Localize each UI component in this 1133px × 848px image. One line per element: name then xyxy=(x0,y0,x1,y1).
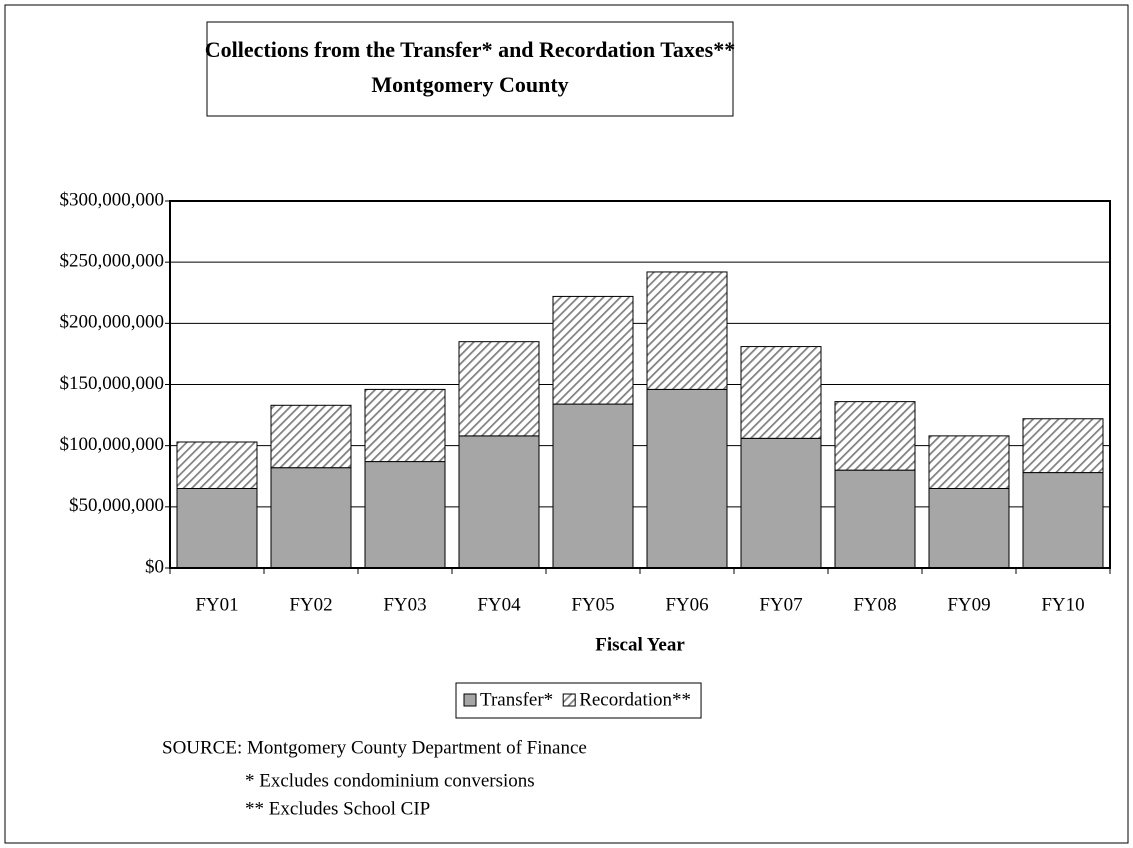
bar-segment xyxy=(176,441,258,489)
y-tick-label: $250,000,000 xyxy=(60,251,165,272)
bar-segment xyxy=(176,487,258,569)
bar-segment xyxy=(270,467,352,569)
source-note: * Excludes condominium conversions xyxy=(245,770,535,791)
bar-segment xyxy=(364,388,446,463)
bar-segment xyxy=(552,403,634,569)
bar-segment xyxy=(270,404,352,469)
x-tick-label: FY05 xyxy=(571,594,614,615)
legend-label: Recordation** xyxy=(579,689,691,710)
title-box xyxy=(206,21,734,117)
bar-segment xyxy=(458,435,540,569)
x-tick-label: FY06 xyxy=(665,594,708,615)
bar-segment xyxy=(1022,418,1104,474)
source-note: ** Excludes School CIP xyxy=(245,798,430,819)
bar-segment xyxy=(834,401,916,471)
y-tick-label: $150,000,000 xyxy=(60,373,165,394)
legend-swatch xyxy=(562,693,576,707)
x-tick-label: FY04 xyxy=(477,594,521,615)
x-tick-label: FY09 xyxy=(947,594,990,615)
y-tick-label: $50,000,000 xyxy=(69,495,164,516)
bar-segment xyxy=(364,461,446,569)
y-tick-label: $300,000,000 xyxy=(60,189,165,210)
bar-segment xyxy=(928,487,1010,569)
x-tick-label: FY10 xyxy=(1041,594,1084,615)
y-tick-label: $0 xyxy=(145,556,164,577)
bar-segment xyxy=(834,469,916,569)
bar-segment xyxy=(740,346,822,439)
bar-segment xyxy=(740,437,822,569)
legend-label: Transfer* xyxy=(480,689,553,710)
x-tick-label: FY08 xyxy=(853,594,896,615)
legend-swatch xyxy=(463,693,477,707)
y-tick-label: $100,000,000 xyxy=(60,434,165,455)
legend-box xyxy=(455,682,702,719)
x-axis-title: Fiscal Year xyxy=(595,634,685,655)
bar-segment xyxy=(646,271,728,390)
x-tick-label: FY01 xyxy=(195,594,238,615)
bar-segment xyxy=(1022,472,1104,569)
bar-segment xyxy=(458,341,540,437)
bar-segment xyxy=(646,388,728,569)
x-tick-label: FY03 xyxy=(383,594,426,615)
y-tick-label: $200,000,000 xyxy=(60,312,165,333)
x-tick-label: FY02 xyxy=(289,594,332,615)
x-tick-label: FY07 xyxy=(759,594,802,615)
chart-subtitle: Montgomery County xyxy=(371,72,568,97)
bar-segment xyxy=(552,295,634,405)
bar-segment xyxy=(928,435,1010,489)
source-note: SOURCE: Montgomery County Department of … xyxy=(162,737,587,758)
chart-title: Collections from the Transfer* and Recor… xyxy=(205,37,735,62)
